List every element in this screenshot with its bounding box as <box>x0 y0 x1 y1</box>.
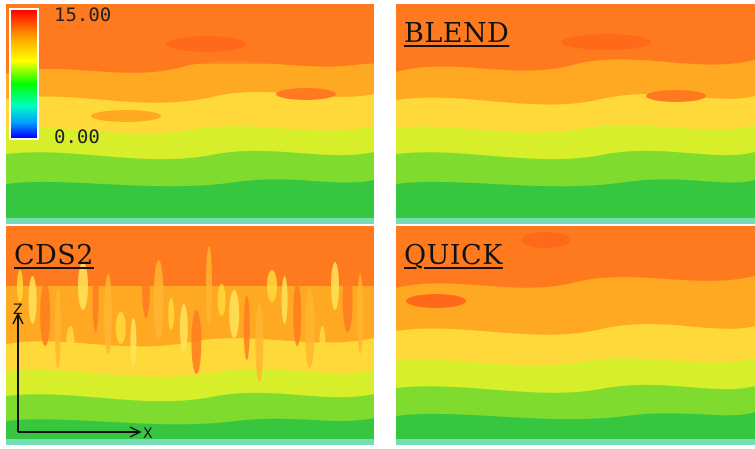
contour-blob <box>276 88 336 100</box>
contour-blob <box>521 232 571 248</box>
contour-blob <box>166 36 246 52</box>
contour-region-lowest <box>6 179 374 224</box>
legend-color-bar <box>9 8 39 140</box>
legend-max-label: 15.00 <box>54 4 112 26</box>
oscillation-streak <box>66 326 75 358</box>
contour-plot-quick <box>396 226 755 445</box>
contour-plot-cds2 <box>6 226 374 445</box>
contour-panel-quick: QUICK <box>396 226 755 445</box>
oscillation-streak <box>28 276 37 324</box>
oscillation-streak <box>255 302 264 382</box>
contour-floor <box>396 439 755 445</box>
oscillation-streak <box>243 296 250 360</box>
oscillation-streak <box>104 274 113 354</box>
contour-panel-cds2: CDS2 <box>6 226 374 445</box>
contour-blob <box>406 294 466 308</box>
oscillation-streak <box>130 318 137 366</box>
panel-label-cds2: CDS2 <box>14 240 94 271</box>
contour-floor <box>6 439 374 445</box>
contour-floor <box>6 218 374 224</box>
contour-region-top <box>396 226 755 288</box>
contour-blob <box>561 34 651 50</box>
contour-panel-blend: BLEND <box>396 4 755 224</box>
oscillation-streak <box>357 274 364 354</box>
contour-plot-top-left <box>6 4 374 224</box>
oscillation-streak <box>153 260 164 340</box>
panel-label-quick: QUICK <box>404 240 503 271</box>
color-legend: 15.00 0.00 <box>6 4 126 148</box>
x-axis-arrow-icon <box>129 426 142 438</box>
contour-blob <box>646 90 706 102</box>
oscillation-streak <box>229 290 240 338</box>
oscillation-streak <box>40 282 51 346</box>
oscillation-streak <box>142 254 150 318</box>
oscillation-streak <box>191 310 202 374</box>
z-axis-arrow-icon <box>12 312 24 325</box>
z-axis-label: Z <box>13 302 23 318</box>
contour-plot-blend <box>396 4 755 224</box>
contour-region-lowest <box>396 412 755 445</box>
oscillation-streak <box>293 282 302 346</box>
oscillation-streak <box>78 262 88 310</box>
contour-region-lowest <box>6 418 374 445</box>
oscillation-streak <box>267 270 277 302</box>
contour-floor <box>396 218 755 224</box>
axis-triad-svg: Z X <box>12 302 153 442</box>
oscillation-streak <box>319 326 326 358</box>
oscillation-streak <box>92 268 99 332</box>
oscillation-streak <box>331 262 339 310</box>
oscillation-streak <box>206 246 212 326</box>
contour-band-high <box>6 226 374 286</box>
oscillation-streak <box>342 268 353 332</box>
x-axis-label: X <box>143 426 153 442</box>
oscillation-streak <box>281 276 288 324</box>
oscillation-streak <box>115 312 126 344</box>
oscillation-streak <box>217 284 226 316</box>
oscillation-streak <box>168 298 175 330</box>
oscillation-streak <box>17 270 23 302</box>
oscillation-streak <box>304 288 315 368</box>
contour-region-lowest <box>396 179 755 224</box>
contour-blob <box>91 110 161 122</box>
oscillation-streak <box>54 288 61 368</box>
oscillation-streak <box>179 304 188 352</box>
contour-oscillation-pattern <box>17 246 364 382</box>
legend-min-label: 0.00 <box>54 126 100 148</box>
axis-triad: Z X <box>6 300 166 445</box>
panel-label-blend: BLEND <box>404 18 510 49</box>
contour-panel-top-left <box>6 4 374 224</box>
